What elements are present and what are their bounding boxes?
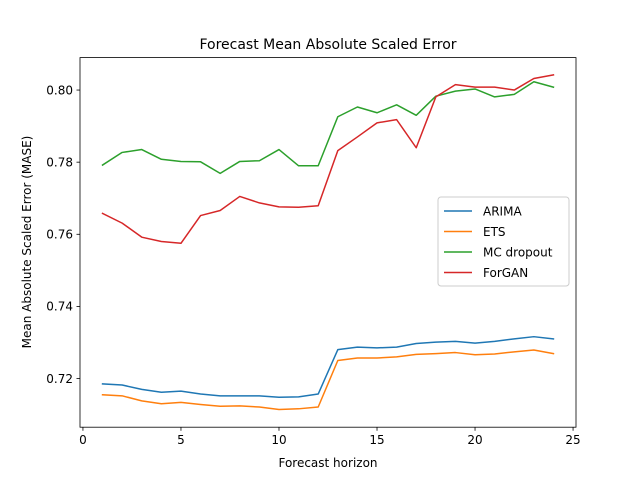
x-tick-label: 10 [271, 433, 286, 447]
series-layer [101, 74, 555, 411]
y-axis-label: Mean Absolute Scaled Error (MASE) [20, 136, 34, 349]
legend-label-forgan: ForGAN [483, 266, 528, 280]
legend-label-arima: ARIMA [483, 204, 522, 218]
series-line-forgan [101, 74, 555, 245]
legend-label-mc-dropout: MC dropout [483, 245, 553, 259]
x-axis-label: Forecast horizon [278, 456, 377, 470]
x-tick-label: 0 [79, 433, 87, 447]
y-axis-ticks: 0.72 0.74 0.76 0.78 0.80 [46, 83, 80, 386]
x-tick-label: 25 [565, 433, 580, 447]
y-tick-label: 0.80 [46, 83, 73, 97]
series-line-ets [101, 349, 555, 411]
x-axis-ticks: 0 5 10 15 20 25 [79, 427, 581, 447]
x-tick-label: 5 [177, 433, 185, 447]
series-line-arima [101, 335, 555, 399]
x-tick-label: 20 [467, 433, 482, 447]
series-line-mc-dropout [101, 81, 555, 175]
legend-box [437, 196, 570, 287]
chart-title: Forecast Mean Absolute Scaled Error [199, 37, 456, 53]
y-tick-label: 0.72 [46, 372, 73, 386]
y-tick-label: 0.78 [46, 155, 73, 169]
x-tick-label: 15 [369, 433, 384, 447]
legend: ARIMA ETS MC dropout ForGAN [437, 196, 570, 287]
plot-frame [79, 57, 577, 428]
y-tick-label: 0.74 [46, 300, 73, 314]
legend-label-ets: ETS [483, 225, 506, 239]
y-tick-label: 0.76 [46, 228, 73, 242]
